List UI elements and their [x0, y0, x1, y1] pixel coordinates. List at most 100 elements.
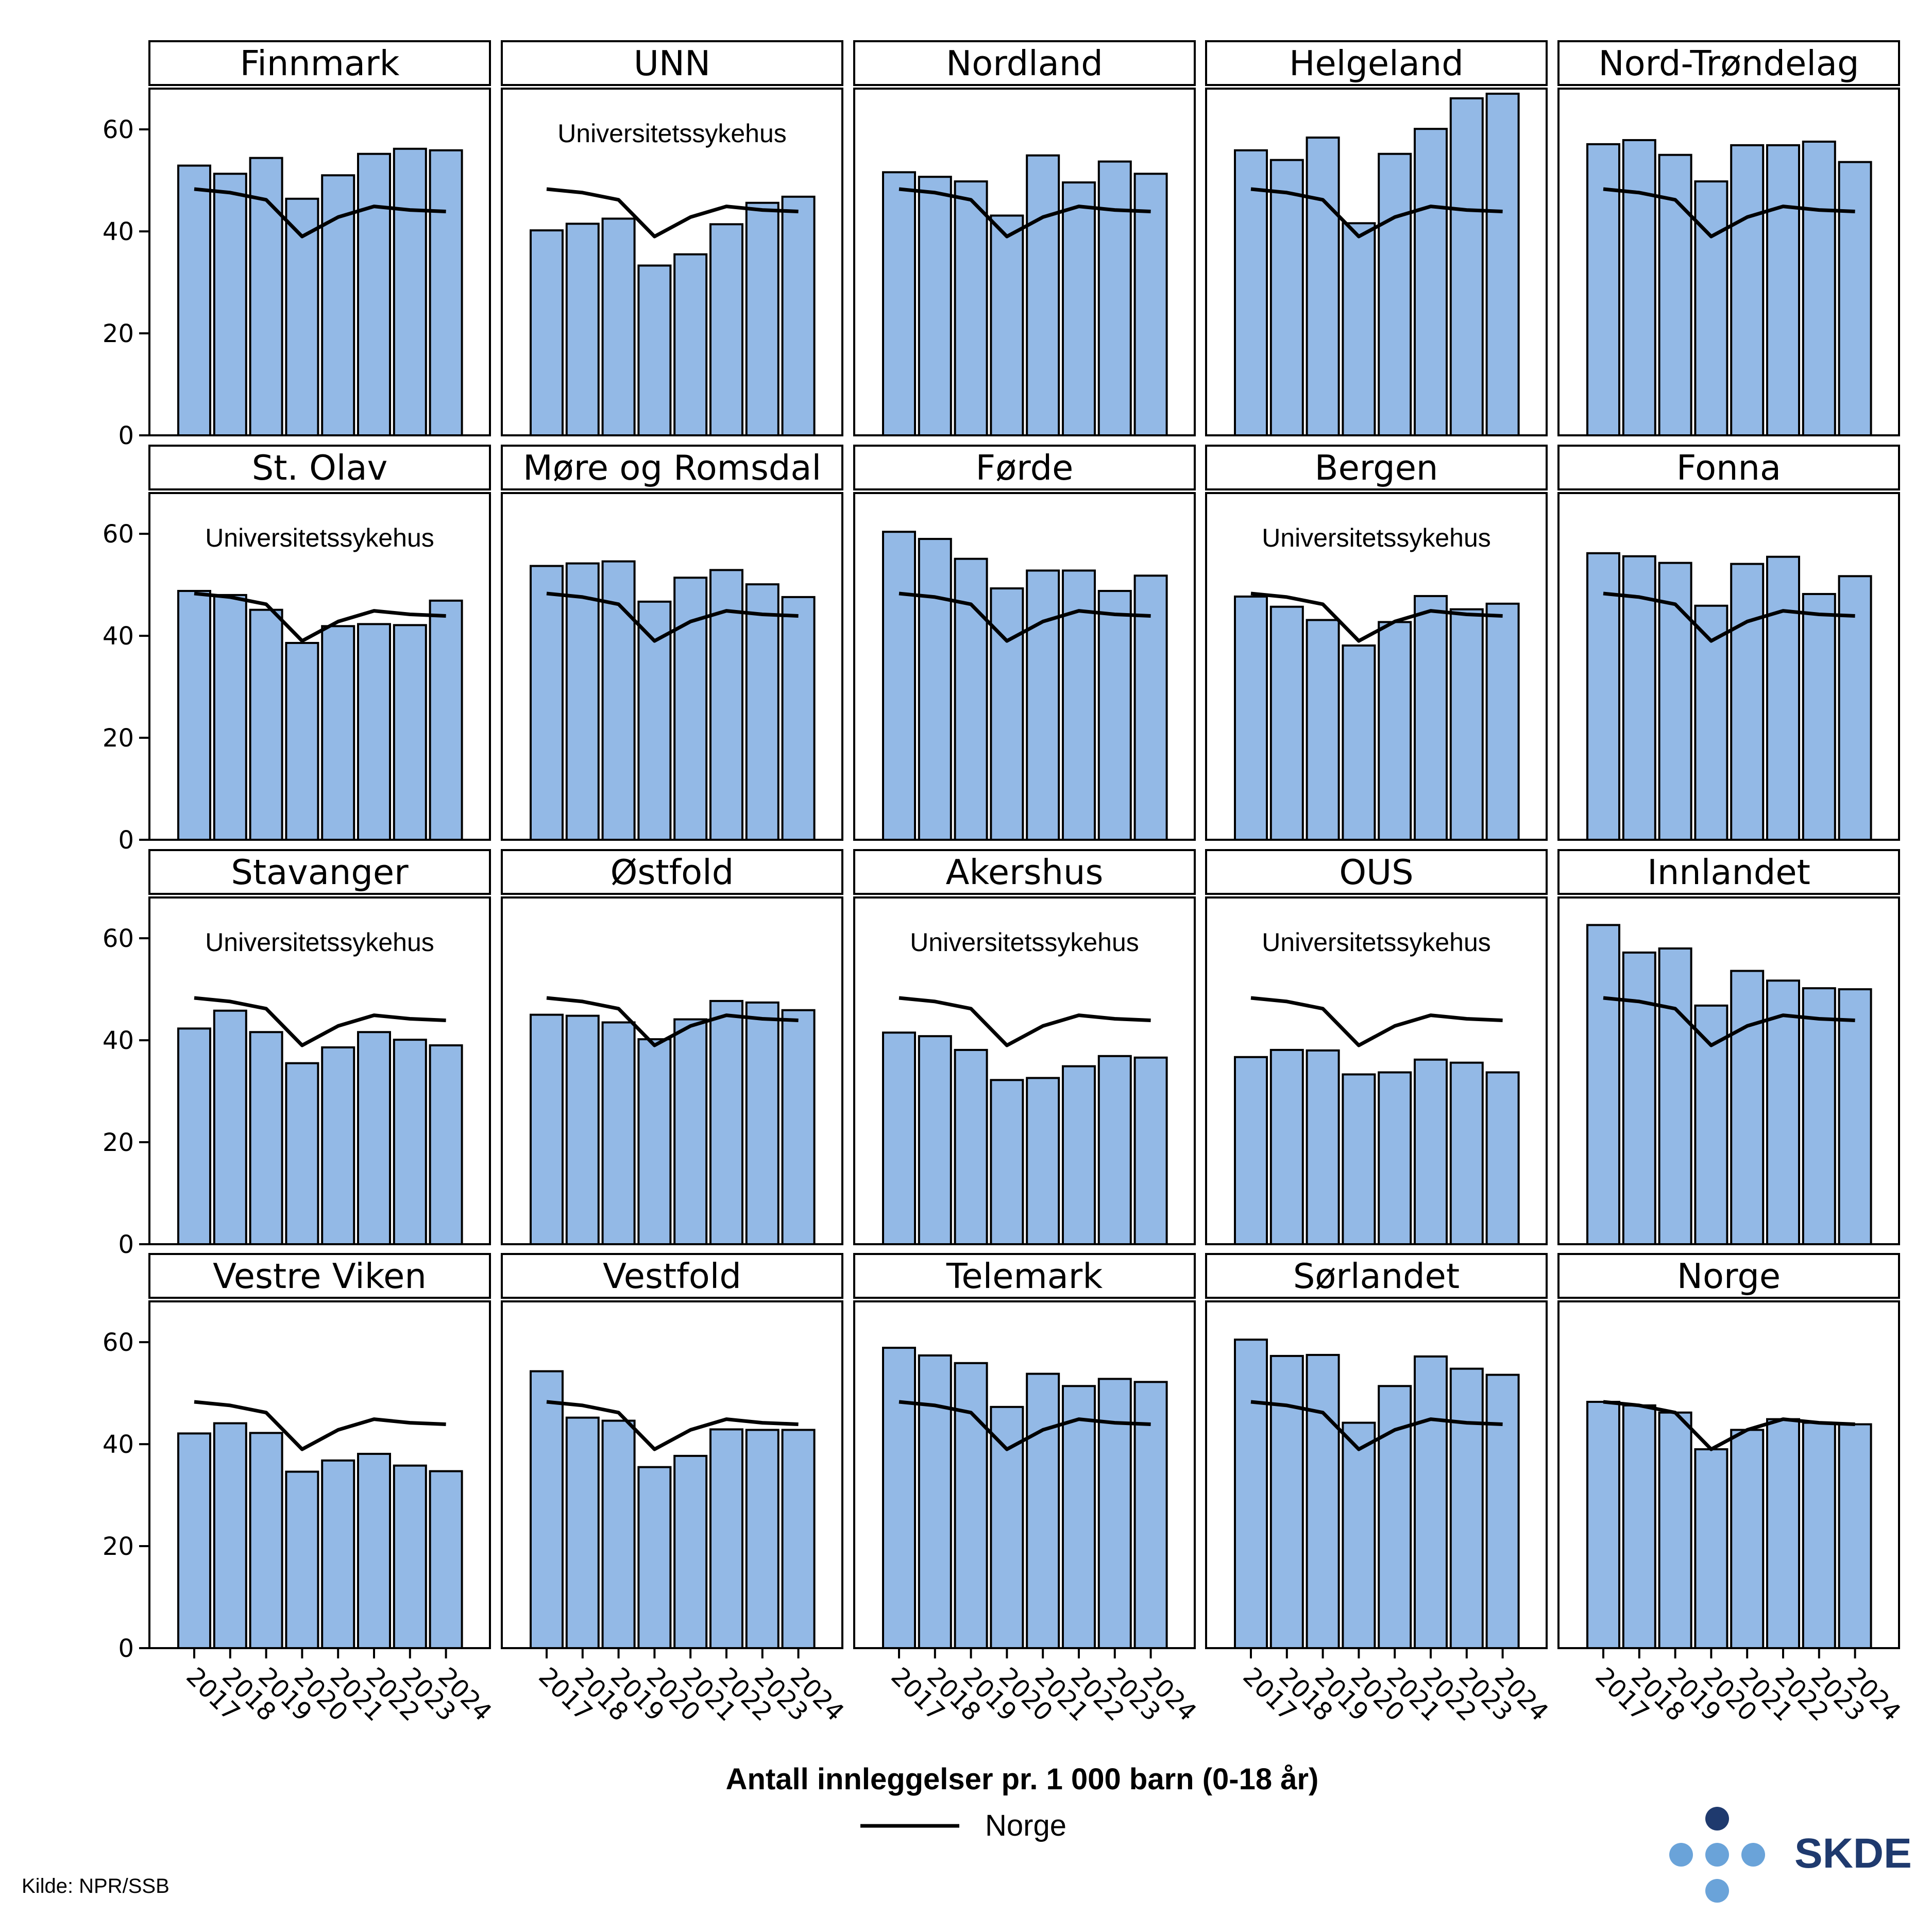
panel: Finnmark 0 20 40 60: [103, 40, 491, 450]
panel-annotation: Universitetssykehus: [1262, 523, 1491, 552]
panel-title: Østfold: [611, 852, 734, 892]
bar: [285, 1470, 319, 1649]
bar: [1342, 222, 1376, 436]
bar: [1133, 1381, 1168, 1649]
bar: [1449, 1367, 1484, 1649]
bar: [1342, 1421, 1376, 1650]
bar: [1586, 924, 1620, 1245]
bar: [1062, 181, 1096, 436]
bar: [1838, 988, 1872, 1246]
panel-strip: [501, 40, 843, 86]
panel-title: Førde: [976, 448, 1074, 488]
bar: [1586, 143, 1620, 436]
bar: [1802, 1421, 1836, 1650]
bar: [565, 223, 600, 436]
bar: [1622, 555, 1656, 841]
y-tick-label: 40: [103, 1430, 134, 1459]
bar: [530, 229, 564, 436]
y-tick-label: 20: [103, 724, 134, 753]
y-tick-label: 0: [118, 1230, 134, 1259]
panel-strip: [853, 1253, 1196, 1299]
norge-reference-line: [1250, 996, 1503, 1047]
bar: [213, 1009, 247, 1246]
bar: [918, 538, 952, 841]
norge-reference-line: [1250, 187, 1503, 239]
panel: St. Olav Universitetssykehus 0 20 40 60: [103, 445, 491, 855]
panel-strip: [1557, 445, 1900, 490]
bar: [781, 1429, 816, 1649]
x-axis-title-group: Antall innleggelser pr. 1 000 barn (0-18…: [726, 1762, 1319, 1796]
panel-strip: [1557, 1253, 1900, 1299]
bar: [1378, 152, 1412, 436]
bar: [565, 1014, 600, 1246]
bar: [1026, 154, 1060, 436]
panel-title: Innlandet: [1647, 852, 1810, 892]
norge-reference-line: [1603, 591, 1855, 643]
panel-strip: [501, 445, 843, 490]
bar: [709, 223, 743, 436]
panel-title: Bergen: [1315, 448, 1438, 488]
norge-reference-line: [546, 1400, 799, 1451]
bar: [177, 590, 211, 841]
bar: [285, 1062, 319, 1245]
bar: [1694, 1448, 1728, 1649]
bar: [637, 1466, 672, 1649]
y-tick-label: 60: [103, 924, 134, 953]
bar: [1414, 128, 1448, 436]
bar: [637, 600, 672, 841]
bar: [357, 623, 391, 841]
bar: [429, 599, 463, 841]
bar: [177, 164, 211, 436]
panel: Møre og Romsdal: [501, 445, 843, 841]
norge-reference-line: [194, 187, 446, 239]
bar: [601, 1419, 636, 1649]
bar: [745, 1001, 779, 1245]
bar: [745, 201, 779, 436]
panel-strip: [148, 849, 491, 895]
panel: Helgeland: [1205, 40, 1548, 437]
bar: [1622, 951, 1656, 1245]
norge-reference-line: [1250, 591, 1503, 643]
norge-reference-line: [546, 187, 799, 239]
panel-title: Fonna: [1676, 448, 1781, 488]
y-tick-label: 20: [103, 319, 134, 348]
panel-title: Vestfold: [603, 1256, 741, 1296]
bar: [954, 1362, 988, 1649]
panel: Vestre Viken0204060201720182019202020212…: [103, 1253, 497, 1727]
bar: [745, 1429, 779, 1649]
bar: [1306, 1049, 1340, 1245]
bar: [321, 1459, 355, 1650]
bar: [177, 1027, 211, 1245]
panel: Førde: [853, 445, 1196, 841]
bar: [1306, 137, 1340, 436]
norge-reference-line: [194, 996, 446, 1047]
bar: [990, 214, 1024, 436]
panel-strip: [148, 40, 491, 86]
bar: [1694, 180, 1728, 436]
bar: [1133, 574, 1168, 841]
bar: [781, 195, 816, 436]
bar: [393, 624, 427, 841]
panel-annotation: Universitetssykehus: [1262, 928, 1491, 957]
bar: [213, 594, 247, 841]
bar: [1269, 1354, 1304, 1649]
logo-dot-top: [1705, 1807, 1729, 1831]
y-tick-label: 60: [103, 1328, 134, 1357]
panel-strip: [1205, 1253, 1548, 1299]
bar: [321, 625, 355, 841]
bar: [1097, 1378, 1132, 1649]
legend-label: Norge: [985, 1809, 1066, 1842]
panel-title: Stavanger: [231, 852, 409, 892]
bar: [1485, 1374, 1520, 1649]
panel: UNN Universitetssykehus: [501, 40, 843, 436]
bar: [285, 197, 319, 436]
bar: [781, 1009, 816, 1245]
panel-strip: [1205, 40, 1548, 86]
panel-annotation: Universitetssykehus: [205, 523, 434, 552]
panel-strip: [1205, 849, 1548, 895]
bar: [1269, 1048, 1304, 1246]
bar: [565, 1416, 600, 1649]
bar: [1730, 970, 1765, 1246]
y-tick-label: 40: [103, 1026, 134, 1055]
